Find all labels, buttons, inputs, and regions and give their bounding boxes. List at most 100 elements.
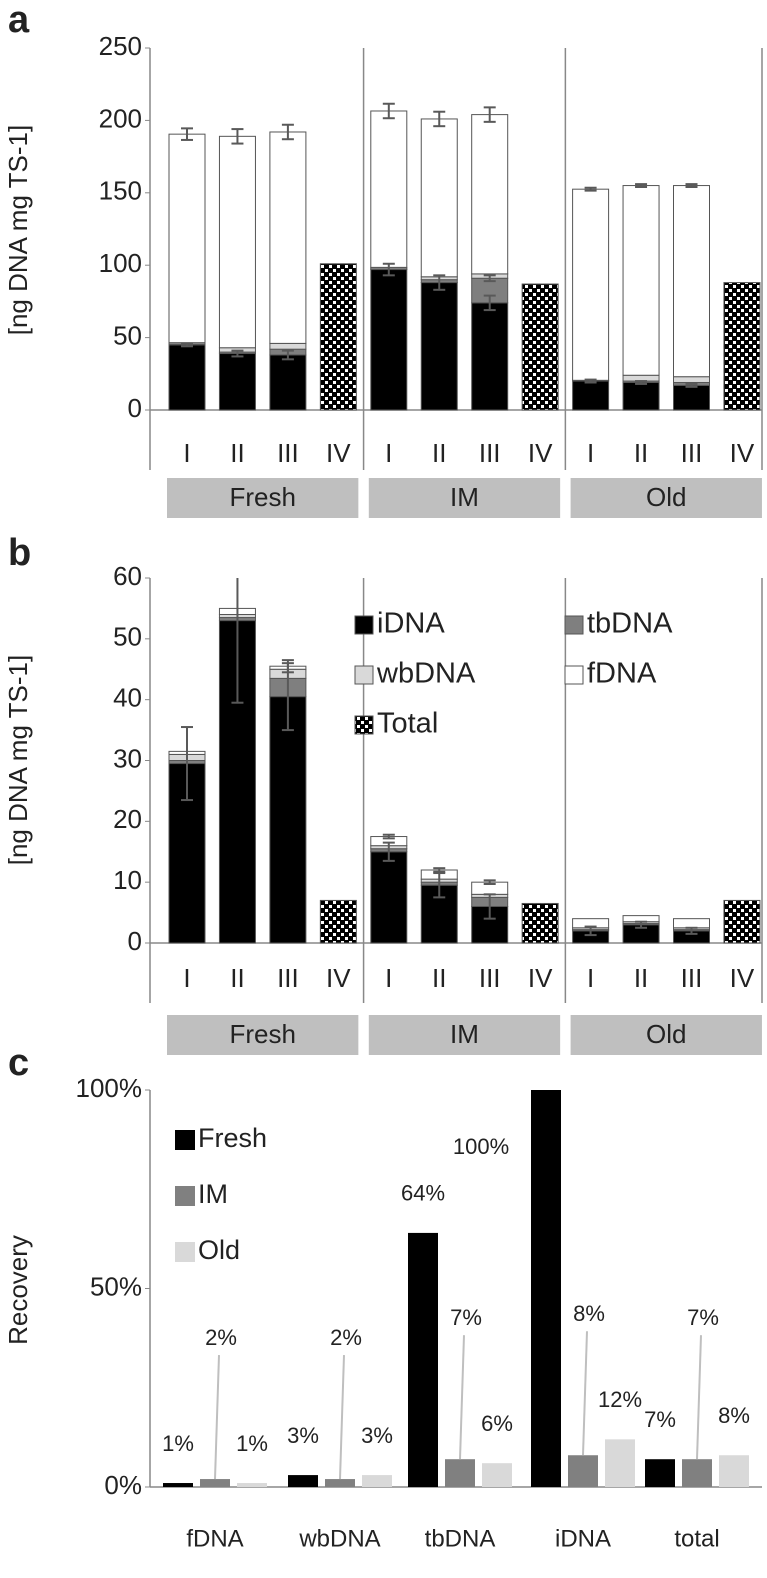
- bar-segment: [471, 114, 509, 275]
- value-label: 7%: [687, 1305, 719, 1330]
- bar-segment: [218, 135, 256, 349]
- bar-segment: [168, 344, 206, 411]
- y-tick-label: 50%: [90, 1271, 142, 1301]
- y-axis-label: Recovery: [3, 1235, 33, 1345]
- bar: [482, 1463, 512, 1487]
- y-tick-label: 0: [128, 926, 142, 956]
- error-bar: [483, 274, 496, 283]
- bar: [237, 1483, 267, 1487]
- bar: [163, 1483, 193, 1487]
- value-label: 8%: [573, 1301, 605, 1326]
- value-label: 2%: [330, 1325, 362, 1350]
- group-label: Fresh: [229, 482, 295, 512]
- bar-segment: [723, 282, 761, 411]
- bar-segment: [370, 851, 408, 944]
- value-label: 7%: [450, 1305, 482, 1330]
- bar: [445, 1459, 475, 1487]
- error-bar: [281, 349, 294, 361]
- bar-segment: [168, 133, 206, 344]
- error-bar: [281, 659, 294, 674]
- x-tick-label: II: [432, 438, 446, 468]
- legend-swatch: [175, 1186, 195, 1206]
- error-bar: [685, 183, 698, 189]
- y-tick-label: 0: [128, 393, 142, 423]
- bar-segment: [269, 131, 307, 344]
- bar: [200, 1479, 230, 1487]
- y-axis-label: [ng DNA mg TS-1]: [3, 125, 33, 336]
- error-bar: [231, 578, 244, 704]
- x-tick-label: II: [230, 963, 244, 993]
- group-box: [570, 478, 762, 518]
- x-tick-label: I: [183, 963, 190, 993]
- bar: [645, 1459, 675, 1487]
- y-tick-label: 40: [113, 683, 142, 713]
- group-box: [368, 478, 561, 518]
- y-tick-label: 50: [113, 622, 142, 652]
- error-bar: [635, 380, 648, 385]
- x-tick-label: II: [634, 963, 648, 993]
- value-label: 7%: [644, 1407, 676, 1432]
- legend-label: tbDNA: [587, 608, 673, 640]
- x-tick-label: IV: [326, 963, 351, 993]
- x-tick-label: IV: [730, 438, 755, 468]
- error-bar: [433, 872, 446, 899]
- y-tick-label: 250: [99, 31, 142, 61]
- bar-segment: [572, 188, 610, 381]
- bar-segment: [622, 185, 660, 376]
- bar-segment: [521, 902, 559, 944]
- group-box: [368, 1015, 561, 1055]
- legend-label: Total: [377, 708, 438, 740]
- label-leader: [214, 1355, 220, 1480]
- x-tick-label: II: [230, 438, 244, 468]
- error-bar: [382, 102, 395, 120]
- error-bar: [483, 879, 496, 885]
- error-bar: [433, 867, 446, 873]
- y-tick-label: 10: [113, 865, 142, 895]
- x-tick-label: III: [681, 438, 703, 468]
- value-label: 1%: [162, 1431, 194, 1456]
- legend-swatch: [564, 665, 584, 685]
- group-label: Fresh: [229, 1019, 295, 1049]
- bar: [362, 1475, 392, 1487]
- group-box: [167, 478, 359, 518]
- error-bar: [635, 183, 648, 189]
- y-tick-label: 60: [113, 561, 142, 591]
- bar: [605, 1439, 635, 1487]
- bar-segment: [673, 384, 710, 411]
- y-tick-label: 100: [99, 248, 142, 278]
- bar-segment: [269, 696, 307, 944]
- value-label: 1%: [236, 1431, 268, 1456]
- label-leader: [459, 1335, 465, 1460]
- value-label: 12%: [598, 1387, 642, 1412]
- bar-segment: [420, 118, 458, 278]
- error-bar: [483, 893, 496, 920]
- label-leader: [696, 1335, 702, 1460]
- y-tick-label: 100%: [76, 1073, 143, 1103]
- value-label: 64%: [401, 1181, 445, 1206]
- error-bar: [584, 186, 597, 192]
- label-leader: [339, 1355, 345, 1480]
- bar: [531, 1090, 561, 1487]
- bar: [568, 1455, 598, 1487]
- bar-segment: [370, 110, 408, 268]
- error-bar: [382, 841, 395, 862]
- x-tick-label: IV: [730, 963, 755, 993]
- panel-letter: c: [8, 1042, 29, 1084]
- legend-label: Old: [198, 1235, 240, 1265]
- error-bar: [584, 378, 597, 384]
- error-bar: [433, 274, 446, 291]
- bar: [408, 1232, 438, 1487]
- x-tick-label: I: [385, 963, 392, 993]
- error-bar: [181, 127, 193, 141]
- x-tick-label: IV: [528, 963, 553, 993]
- bar-segment: [420, 282, 458, 411]
- error-bar: [584, 925, 597, 937]
- x-tick-label: total: [674, 1525, 719, 1552]
- legend-swatch: [354, 665, 374, 685]
- panel-letter: a: [8, 0, 30, 41]
- y-tick-label: 0%: [104, 1470, 142, 1500]
- bar-segment: [572, 380, 610, 411]
- error-bar: [231, 128, 244, 145]
